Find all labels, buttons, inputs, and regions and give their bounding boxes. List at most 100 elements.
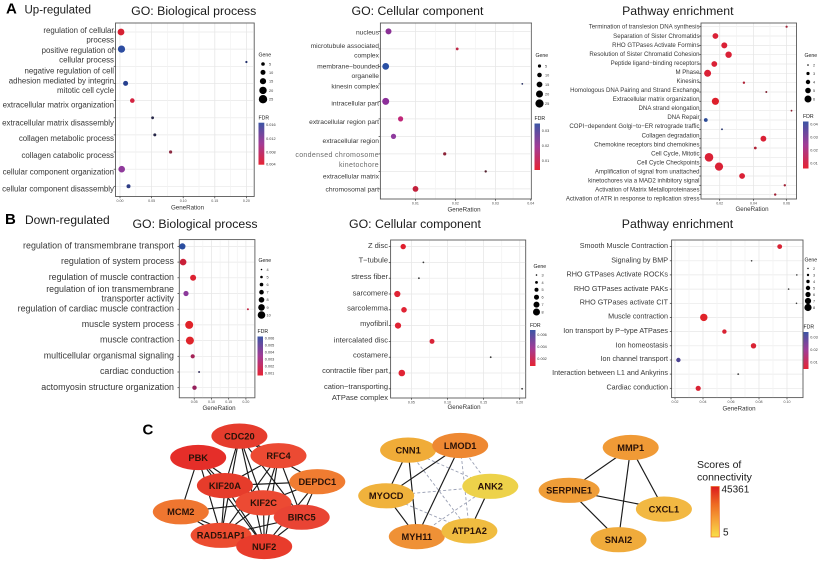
svg-text:regulation of ion transmembran: regulation of ion transmembrane	[46, 284, 174, 294]
svg-text:20: 20	[545, 92, 549, 96]
svg-text:4: 4	[813, 280, 815, 284]
svg-text:6: 6	[813, 97, 815, 101]
svg-text:DNA strand elongation: DNA strand elongation	[639, 105, 700, 112]
svg-text:6: 6	[267, 283, 269, 287]
svg-text:0.05: 0.05	[191, 400, 198, 404]
svg-text:0.10: 0.10	[208, 400, 215, 404]
svg-text:0.002: 0.002	[537, 357, 547, 361]
svg-text:5: 5	[269, 62, 271, 66]
svg-text:ANK2: ANK2	[478, 482, 503, 492]
svg-text:KIF2C: KIF2C	[250, 498, 277, 508]
svg-text:0.10: 0.10	[784, 400, 791, 404]
svg-text:9: 9	[267, 306, 269, 310]
svg-text:Gene: Gene	[259, 258, 272, 264]
svg-text:T−tubule: T−tubule	[359, 256, 388, 265]
svg-text:cation−transporting: cation−transporting	[324, 382, 388, 391]
svg-text:collagen metabolic process: collagen metabolic process	[19, 134, 114, 143]
svg-text:0.15: 0.15	[480, 400, 487, 404]
svg-text:contractile fiber part: contractile fiber part	[322, 366, 389, 375]
svg-text:ATPase complex: ATPase complex	[332, 393, 388, 402]
svg-text:microtubule associated: microtubule associated	[311, 43, 380, 50]
svg-text:8: 8	[813, 306, 815, 310]
svg-text:0.05: 0.05	[408, 400, 415, 404]
svg-text:0.15: 0.15	[211, 199, 218, 203]
svg-text:0.01: 0.01	[810, 361, 817, 365]
svg-text:Resolution of Sister Chromatid: Resolution of Sister Chromatid Cohesion	[589, 51, 699, 58]
svg-text:mitotic cell cycle: mitotic cell cycle	[57, 86, 115, 95]
svg-text:Gene: Gene	[805, 258, 818, 264]
svg-text:GeneRation: GeneRation	[447, 207, 481, 214]
svg-text:0.03: 0.03	[542, 129, 549, 133]
svg-text:SERPINE1: SERPINE1	[546, 486, 592, 496]
svg-text:0.20: 0.20	[242, 400, 249, 404]
svg-text:Gene: Gene	[536, 53, 549, 59]
svg-text:membrane−bounded: membrane−bounded	[317, 64, 379, 71]
svg-text:extracellular region part: extracellular region part	[309, 119, 379, 126]
svg-text:20: 20	[269, 89, 273, 93]
svg-text:Cell Cycle, Mitotic: Cell Cycle, Mitotic	[651, 150, 699, 157]
svg-text:7: 7	[542, 303, 544, 307]
svg-text:Collagen degradation: Collagen degradation	[642, 132, 700, 139]
svg-text:10: 10	[267, 313, 271, 317]
svg-text:Homologous DNA Pairing and Str: Homologous DNA Pairing and Strand Exchan…	[570, 87, 700, 94]
svg-text:GO: Biological process: GO: Biological process	[132, 217, 257, 231]
svg-text:0.02: 0.02	[452, 201, 459, 205]
svg-text:regulation of cellular: regulation of cellular	[43, 26, 114, 35]
svg-text:0.006: 0.006	[265, 337, 275, 341]
svg-text:positive regulation of: positive regulation of	[42, 46, 115, 55]
svg-text:ATP1A2: ATP1A2	[452, 526, 487, 536]
svg-text:0.02: 0.02	[542, 144, 549, 148]
svg-text:Cardiac conduction: Cardiac conduction	[606, 382, 668, 391]
svg-text:0.03: 0.03	[492, 201, 499, 205]
svg-text:cardiac conduction: cardiac conduction	[100, 366, 174, 376]
svg-text:Cell Cycle Checkpoints: Cell Cycle Checkpoints	[637, 159, 700, 166]
svg-text:A: A	[6, 1, 17, 18]
svg-text:multicellular organismal signa: multicellular organismal signaling	[44, 350, 174, 360]
svg-text:DEPDC1: DEPDC1	[298, 477, 336, 487]
svg-text:kinesin complex: kinesin complex	[331, 84, 379, 91]
svg-text:cellular process: cellular process	[59, 55, 114, 64]
svg-text:cellular component organizatio: cellular component organization	[3, 168, 114, 177]
svg-text:Signaling by BMP: Signaling by BMP	[611, 256, 668, 265]
svg-text:MMP1: MMP1	[617, 443, 644, 453]
svg-text:45361: 45361	[722, 485, 750, 496]
svg-text:MYH11: MYH11	[402, 532, 433, 542]
svg-text:DNA Repair: DNA Repair	[667, 114, 699, 121]
svg-text:0.04: 0.04	[750, 201, 757, 205]
svg-text:M Phase: M Phase	[675, 69, 700, 76]
svg-text:GO: Cellular component: GO: Cellular component	[349, 217, 481, 231]
svg-text:Ion homeostasis: Ion homeostasis	[616, 341, 669, 350]
svg-text:0.04: 0.04	[700, 400, 707, 404]
svg-text:MCM2: MCM2	[167, 507, 194, 517]
svg-text:0.20: 0.20	[516, 400, 523, 404]
svg-text:GeneRation: GeneRation	[447, 404, 481, 411]
svg-text:GeneRation: GeneRation	[202, 405, 236, 412]
svg-text:8: 8	[267, 298, 269, 302]
svg-text:0.004: 0.004	[266, 163, 276, 167]
svg-text:Amplification of signal from: Amplification of signal from unattached	[595, 169, 700, 176]
svg-text:8: 8	[542, 310, 544, 314]
svg-text:regulation of transmembrane tr: regulation of transmembrane transport	[23, 240, 174, 250]
svg-text:0.10: 0.10	[180, 199, 187, 203]
svg-text:0.03: 0.03	[810, 136, 817, 140]
svg-text:condensed chromosome: condensed chromosome	[295, 152, 379, 159]
svg-text:Up-regulated: Up-regulated	[25, 4, 91, 16]
svg-text:RHO GTPases Activate ROCKs: RHO GTPases Activate ROCKs	[567, 270, 669, 279]
svg-text:myofibril: myofibril	[360, 319, 388, 328]
svg-text:collagen catabolic process: collagen catabolic process	[21, 151, 114, 160]
svg-text:15: 15	[545, 83, 549, 87]
svg-text:RHO GTPases activate CIT: RHO GTPases activate CIT	[580, 298, 669, 307]
svg-text:GeneRation: GeneRation	[735, 206, 769, 213]
svg-text:7: 7	[813, 299, 815, 303]
svg-text:0.001: 0.001	[265, 372, 275, 376]
svg-text:Ion transport by P−type ATPase: Ion transport by P−type ATPases	[563, 326, 668, 335]
svg-text:Gene: Gene	[805, 53, 818, 59]
svg-text:extracellular matrix disassemb: extracellular matrix disassembly	[2, 118, 114, 127]
svg-text:0.20: 0.20	[243, 199, 250, 203]
svg-text:CNN1: CNN1	[395, 445, 420, 455]
svg-text:0.02: 0.02	[672, 400, 679, 404]
svg-text:0.004: 0.004	[537, 345, 547, 349]
svg-text:25: 25	[269, 98, 273, 102]
svg-text:GeneRation: GeneRation	[171, 205, 205, 212]
svg-text:0.15: 0.15	[225, 400, 232, 404]
